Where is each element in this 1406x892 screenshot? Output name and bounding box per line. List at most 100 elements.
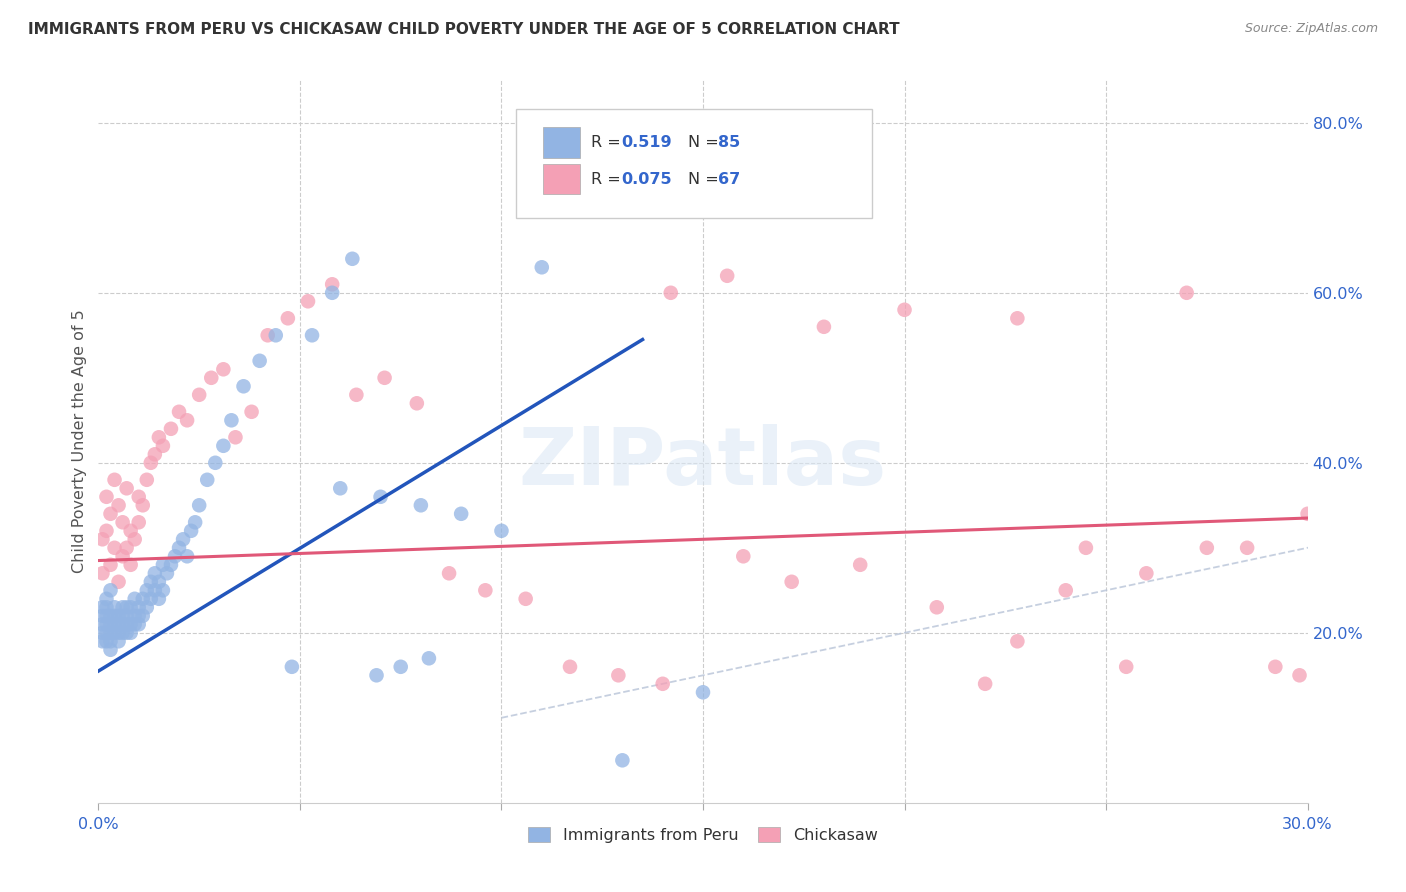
Point — [366, 668, 388, 682]
Point — [96, 490, 118, 504]
Text: Source: ZipAtlas.com: Source: ZipAtlas.com — [1244, 22, 1378, 36]
Point — [100, 608, 122, 623]
Point — [91, 533, 114, 547]
Point — [103, 473, 125, 487]
Point — [418, 651, 440, 665]
Point — [176, 413, 198, 427]
Point — [188, 388, 211, 402]
Point — [813, 319, 835, 334]
Point — [612, 753, 634, 767]
Point — [103, 617, 125, 632]
Point — [256, 328, 278, 343]
Text: N =: N = — [689, 172, 724, 187]
Point — [143, 583, 166, 598]
Point — [124, 617, 146, 632]
Point — [96, 524, 118, 538]
Point — [370, 490, 392, 504]
FancyBboxPatch shape — [543, 128, 579, 158]
Point — [100, 507, 122, 521]
Point — [100, 558, 122, 572]
Point — [1135, 566, 1157, 581]
Point — [188, 498, 211, 512]
Point — [135, 473, 157, 487]
Point — [1296, 507, 1319, 521]
Point — [100, 642, 122, 657]
Point — [120, 524, 142, 538]
Point — [1115, 660, 1137, 674]
Point — [100, 625, 122, 640]
Point — [107, 634, 129, 648]
Point — [132, 608, 155, 623]
Point — [160, 422, 183, 436]
Point — [204, 456, 226, 470]
Point — [103, 608, 125, 623]
Point — [1288, 668, 1310, 682]
Point — [115, 541, 138, 555]
Y-axis label: Child Poverty Under the Age of 5: Child Poverty Under the Age of 5 — [72, 310, 87, 574]
Point — [148, 430, 170, 444]
Point — [1074, 541, 1097, 555]
Point — [111, 617, 134, 632]
Point — [156, 566, 179, 581]
Point — [530, 260, 553, 275]
Point — [277, 311, 299, 326]
Point — [167, 541, 190, 555]
Point — [91, 617, 114, 632]
Point — [91, 566, 114, 581]
Point — [96, 625, 118, 640]
Point — [100, 617, 122, 632]
Text: IMMIGRANTS FROM PERU VS CHICKASAW CHILD POVERTY UNDER THE AGE OF 5 CORRELATION C: IMMIGRANTS FROM PERU VS CHICKASAW CHILD … — [28, 22, 900, 37]
Point — [128, 617, 150, 632]
Text: 85: 85 — [717, 135, 740, 150]
Point — [1054, 583, 1077, 598]
Point — [111, 625, 134, 640]
Point — [607, 668, 630, 682]
Point — [135, 583, 157, 598]
Point — [143, 447, 166, 461]
Point — [115, 625, 138, 640]
FancyBboxPatch shape — [516, 109, 872, 218]
Point — [124, 533, 146, 547]
Point — [139, 456, 162, 470]
Point — [128, 490, 150, 504]
Text: 0.075: 0.075 — [621, 172, 672, 187]
Point — [264, 328, 287, 343]
Point — [139, 591, 162, 606]
Point — [96, 608, 118, 623]
Point — [100, 634, 122, 648]
Text: ZIPatlas: ZIPatlas — [519, 425, 887, 502]
Point — [96, 634, 118, 648]
Point — [195, 473, 218, 487]
Point — [515, 591, 537, 606]
Point — [172, 533, 194, 547]
FancyBboxPatch shape — [543, 164, 579, 194]
Text: 67: 67 — [717, 172, 740, 187]
Point — [91, 600, 114, 615]
Point — [1007, 634, 1029, 648]
Point — [232, 379, 254, 393]
Point — [342, 252, 364, 266]
Point — [160, 558, 183, 572]
Point — [1264, 660, 1286, 674]
Point — [491, 524, 513, 538]
Point — [115, 608, 138, 623]
Point — [139, 574, 162, 589]
Text: 0.519: 0.519 — [621, 135, 672, 150]
Point — [167, 405, 190, 419]
Point — [1236, 541, 1258, 555]
Point — [249, 353, 271, 368]
Point — [120, 558, 142, 572]
Point — [111, 516, 134, 530]
Point — [450, 507, 472, 521]
Point — [115, 617, 138, 632]
Point — [344, 388, 367, 402]
Point — [103, 541, 125, 555]
Point — [558, 660, 581, 674]
Legend: Immigrants from Peru, Chickasaw: Immigrants from Peru, Chickasaw — [522, 820, 884, 849]
Point — [120, 625, 142, 640]
Point — [143, 566, 166, 581]
Point — [96, 617, 118, 632]
Point — [103, 600, 125, 615]
Point — [148, 574, 170, 589]
Point — [224, 430, 246, 444]
